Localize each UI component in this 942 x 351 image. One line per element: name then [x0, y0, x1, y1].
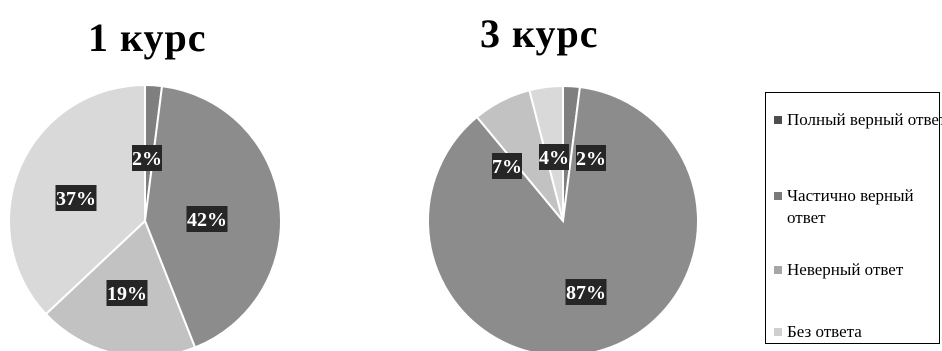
data-label: 7% [492, 153, 522, 179]
svg-text:37%: 37% [56, 188, 96, 210]
legend-swatch [774, 328, 782, 336]
svg-text:87%: 87% [566, 282, 606, 304]
chart-legend: Полный верный ответ Частично верный отве… [765, 92, 942, 344]
legend-swatch [774, 192, 782, 200]
svg-text:42%: 42% [187, 209, 227, 231]
legend-label: Без ответа [787, 322, 862, 341]
data-label: 4% [539, 144, 569, 170]
legend-item-full-correct: Полный верный ответ [774, 109, 942, 131]
legend-item-no-answer: Без ответа [774, 321, 942, 343]
data-label: 2% [576, 145, 606, 171]
svg-text:7%: 7% [492, 156, 522, 178]
data-label: 2% [132, 145, 162, 171]
svg-text:2%: 2% [576, 148, 606, 170]
legend-item-partial-correct: Частично верный ответ [774, 185, 942, 229]
chart-title-1: 1 курс [88, 15, 207, 60]
pie-chart-2: 2% 87% 7% 4% [427, 84, 699, 351]
legend-swatch [774, 266, 782, 274]
svg-text:2%: 2% [132, 148, 162, 170]
pie-chart-1: 2% 42% 19% 37% [8, 83, 282, 351]
svg-text:19%: 19% [107, 283, 147, 305]
chart-title-2: 3 курс [480, 11, 599, 56]
legend-swatch [774, 116, 782, 124]
data-label: 19% [106, 280, 148, 306]
data-label: 87% [565, 279, 607, 305]
data-label: 42% [186, 206, 228, 232]
svg-text:4%: 4% [539, 147, 569, 169]
legend-item-incorrect: Неверный ответ [774, 259, 942, 281]
legend-label: Неверный ответ [787, 260, 904, 279]
data-label: 37% [55, 185, 97, 211]
legend-label: Полный верный ответ [787, 110, 942, 129]
legend-label: Частично верный ответ [787, 186, 914, 227]
